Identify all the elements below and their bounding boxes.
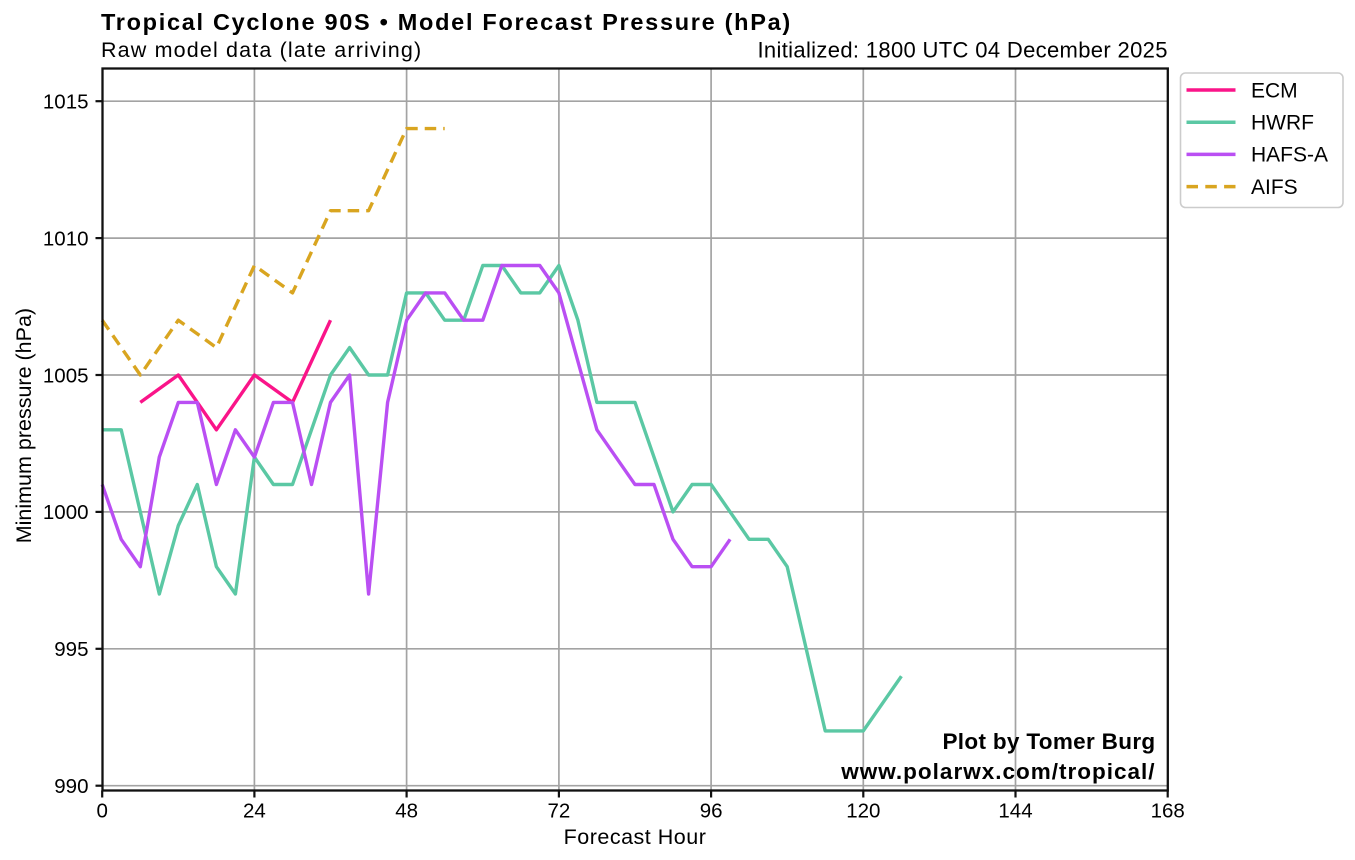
svg-text:995: 995 [54,638,88,661]
svg-text:1000: 1000 [43,501,89,524]
svg-text:Tropical Cyclone 90S • Model F: Tropical Cyclone 90S • Model Forecast Pr… [101,9,792,35]
svg-text:Minimum pressure (hPa): Minimum pressure (hPa) [12,308,36,543]
svg-text:HAFS-A: HAFS-A [1251,144,1328,167]
svg-text:Initialized: 1800 UTC 04 Decem: Initialized: 1800 UTC 04 December 2025 [757,38,1167,63]
svg-text:ECM: ECM [1251,79,1298,102]
svg-text:www.polarwx.com/tropical/: www.polarwx.com/tropical/ [840,759,1155,784]
svg-text:0: 0 [96,800,107,823]
svg-text:Raw model data (late arriving): Raw model data (late arriving) [101,38,422,62]
svg-text:1015: 1015 [43,91,89,114]
svg-text:Plot by Tomer Burg: Plot by Tomer Burg [942,729,1155,754]
svg-text:AIFS: AIFS [1251,176,1298,199]
svg-text:168: 168 [1151,800,1185,823]
svg-text:144: 144 [998,800,1032,823]
svg-text:Forecast Hour: Forecast Hour [564,825,707,849]
svg-text:120: 120 [846,800,880,823]
svg-text:48: 48 [395,800,418,823]
svg-text:1010: 1010 [43,227,89,250]
svg-text:HWRF: HWRF [1251,112,1314,135]
svg-text:96: 96 [700,800,723,823]
svg-text:990: 990 [54,775,88,798]
svg-text:72: 72 [547,800,570,823]
svg-text:24: 24 [243,800,266,823]
svg-text:1005: 1005 [43,364,89,387]
